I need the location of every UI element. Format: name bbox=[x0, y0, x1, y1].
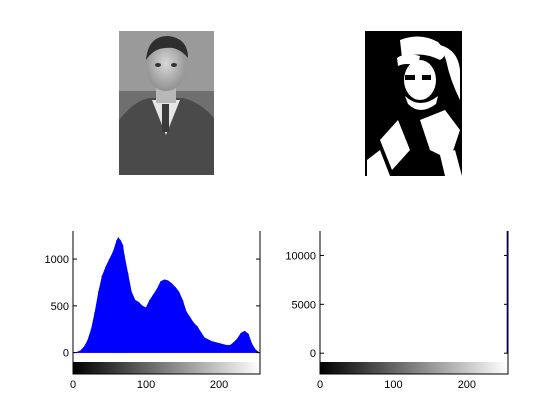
histogram-bar bbox=[116, 240, 118, 353]
histogram-bar bbox=[138, 302, 140, 353]
y-tick-label: 10000 bbox=[285, 250, 316, 262]
histogram-bar bbox=[98, 291, 100, 353]
histogram-bar bbox=[122, 245, 124, 353]
histogram-bar bbox=[145, 307, 147, 353]
histogram-bar bbox=[87, 340, 89, 353]
histogram-original: 0 100 200 0 500 1000 bbox=[45, 231, 261, 391]
histogram-bar bbox=[105, 266, 107, 353]
x-tick-label: 100 bbox=[137, 379, 155, 391]
histogram-bar bbox=[160, 281, 162, 353]
histogram-bar bbox=[189, 317, 191, 353]
plot-area bbox=[320, 231, 508, 362]
histogram-bar bbox=[247, 333, 249, 353]
histogram-bar bbox=[233, 342, 235, 353]
histogram-bar bbox=[236, 338, 238, 353]
axis-frame bbox=[319, 231, 509, 375]
histogram-bar bbox=[218, 343, 220, 353]
histogram-bar bbox=[211, 341, 213, 353]
histogram-bar bbox=[152, 294, 154, 353]
histogram-bar bbox=[178, 291, 180, 353]
y-tick-label: 1000 bbox=[45, 254, 69, 266]
x-tick-label: 200 bbox=[458, 379, 476, 391]
histogram-bar bbox=[196, 326, 198, 353]
histogram-binary: 0 100 200 0 5000 10000 bbox=[285, 231, 509, 391]
binary-photo bbox=[365, 31, 462, 176]
histogram-bar bbox=[149, 300, 151, 353]
y-tick-label: 500 bbox=[51, 301, 69, 313]
histogram-bar bbox=[163, 279, 165, 353]
histogram-bar bbox=[203, 337, 206, 353]
x-tick-label: 100 bbox=[384, 379, 402, 391]
histogram-bar bbox=[200, 332, 202, 353]
histogram-bar bbox=[167, 280, 169, 353]
histogram-bar bbox=[83, 347, 85, 353]
x-tick-label: 0 bbox=[317, 379, 323, 391]
ticks: 0 100 200 0 5000 10000 bbox=[285, 250, 508, 391]
histogram-bar bbox=[182, 300, 184, 353]
y-tick-label: 0 bbox=[310, 348, 316, 360]
histogram-bars bbox=[72, 237, 260, 353]
histogram-bar bbox=[171, 283, 173, 353]
histogram-bar bbox=[240, 333, 242, 353]
histogram-bar bbox=[255, 349, 257, 353]
histogram-bar bbox=[130, 291, 132, 353]
histogram-bar bbox=[174, 287, 176, 353]
histogram-bar bbox=[156, 289, 158, 353]
histogram-bar bbox=[117, 237, 119, 353]
axis-frame bbox=[72, 231, 261, 375]
x-tick-label: 0 bbox=[70, 379, 76, 391]
histogram-bar bbox=[108, 259, 111, 353]
histogram-bar bbox=[251, 344, 253, 353]
histogram-bar bbox=[134, 300, 136, 353]
histogram-bar bbox=[79, 350, 81, 353]
histogram-bar bbox=[229, 345, 231, 353]
histogram-bar bbox=[127, 273, 129, 353]
histogram-bar bbox=[244, 331, 246, 353]
original-photo bbox=[119, 31, 214, 175]
histogram-bar bbox=[94, 312, 96, 353]
colorbar bbox=[320, 362, 508, 374]
y-tick-label: 5000 bbox=[292, 299, 316, 311]
y-tick-label: 0 bbox=[63, 348, 69, 360]
histogram-bar bbox=[119, 240, 122, 353]
histogram-bar bbox=[112, 251, 114, 353]
histogram-bar bbox=[101, 275, 103, 353]
histogram-bar bbox=[225, 345, 227, 353]
colorbar bbox=[73, 362, 260, 374]
x-tick-label: 200 bbox=[210, 379, 228, 391]
ticks: 0 100 200 0 500 1000 bbox=[45, 254, 260, 391]
histogram-bar bbox=[123, 254, 125, 353]
histogram-bar bbox=[192, 322, 195, 353]
histogram-bar bbox=[90, 329, 92, 353]
histogram-bar bbox=[185, 311, 187, 353]
histogram-bar bbox=[141, 305, 143, 353]
